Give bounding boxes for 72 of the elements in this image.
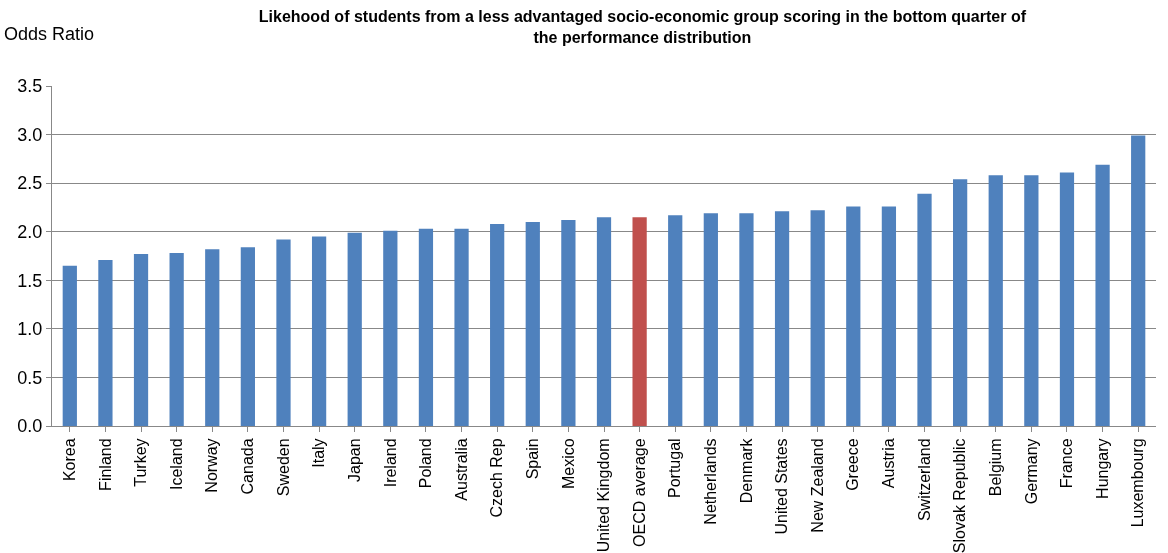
bar [703, 213, 718, 426]
bar [62, 265, 77, 426]
bar [418, 228, 434, 426]
x-tick-label: Austria [880, 438, 898, 489]
bar [490, 223, 505, 426]
x-tick-label: Japan [345, 438, 363, 482]
bar [205, 249, 220, 426]
x-tick-label: Luxembourg [1129, 438, 1147, 528]
bar [739, 213, 754, 426]
bar [133, 254, 149, 426]
y-tick-label: 2.0 [17, 222, 43, 243]
bar [668, 215, 683, 426]
x-tick-label: France [1058, 438, 1076, 489]
bar [383, 230, 398, 426]
x-tick-label: Mexico [559, 438, 577, 490]
x-tick-label: Slovak Republic [951, 438, 969, 553]
bar [525, 222, 540, 426]
bar [917, 193, 932, 426]
chart-title: Likehood of students from a less advantaged socio-economic group scoring in the bottom quarter of the performance distribution [258, 8, 1027, 46]
x-tick-label: United States [773, 438, 791, 535]
bar [311, 236, 327, 426]
bar [454, 228, 469, 426]
x-tick-label: Italy [310, 438, 328, 468]
bar [347, 232, 362, 426]
bar [632, 217, 647, 426]
x-tick-label: OECD average [630, 438, 648, 547]
x-tick-label: United Kingdom [595, 438, 613, 553]
x-tick-label: Korea [61, 438, 79, 482]
bar [953, 179, 968, 426]
y-tick-label: 2.5 [17, 173, 43, 194]
x-tick-label: Norway [203, 438, 221, 493]
bar [1059, 172, 1075, 426]
x-tick-label: Switzerland [915, 438, 933, 522]
x-tick-label: Greece [844, 438, 862, 491]
x-tick-label: Belgium [986, 438, 1004, 497]
bar [881, 206, 897, 426]
x-tick-label: Australia [452, 438, 470, 501]
x-tick-label: Portugal [666, 438, 684, 498]
y-tick-label: 0.5 [17, 367, 43, 388]
bar [1095, 164, 1110, 426]
x-tick-label: New Zealand [808, 438, 826, 533]
x-tick-label: Sweden [274, 438, 292, 497]
bar [988, 175, 1003, 426]
x-tick-label: Ireland [381, 438, 399, 488]
y-axis-title: Odds Ratio [4, 24, 95, 44]
x-tick-label: Turkey [132, 438, 150, 487]
bar [774, 211, 790, 426]
bar [169, 253, 184, 426]
x-tick-label: Denmark [737, 437, 755, 504]
x-tick-label: Czech Rep [488, 438, 506, 518]
x-tick-label: Canada [239, 438, 257, 495]
y-tick-label: 1.5 [17, 270, 43, 291]
x-tick-label: Netherlands [702, 438, 720, 525]
bar [561, 220, 576, 426]
bar [810, 210, 825, 426]
bar [596, 217, 612, 426]
bar [98, 259, 113, 426]
x-tick-label: Poland [417, 438, 435, 489]
y-tick-label: 3.0 [17, 124, 43, 145]
x-tick-label: Finland [96, 438, 114, 491]
y-tick-label: 1.0 [17, 319, 43, 340]
x-tick-label: Iceland [167, 438, 185, 490]
y-tick-label: 3.5 [17, 76, 43, 97]
bar [846, 206, 861, 426]
bar [1131, 135, 1146, 426]
x-tick-label: Germany [1022, 438, 1040, 505]
bar [276, 239, 291, 426]
bar [1024, 175, 1039, 426]
x-tick-label: Hungary [1093, 438, 1111, 499]
y-tick-label: 0.0 [17, 416, 43, 437]
x-tick-label: Spain [523, 438, 541, 480]
bar [240, 247, 255, 426]
